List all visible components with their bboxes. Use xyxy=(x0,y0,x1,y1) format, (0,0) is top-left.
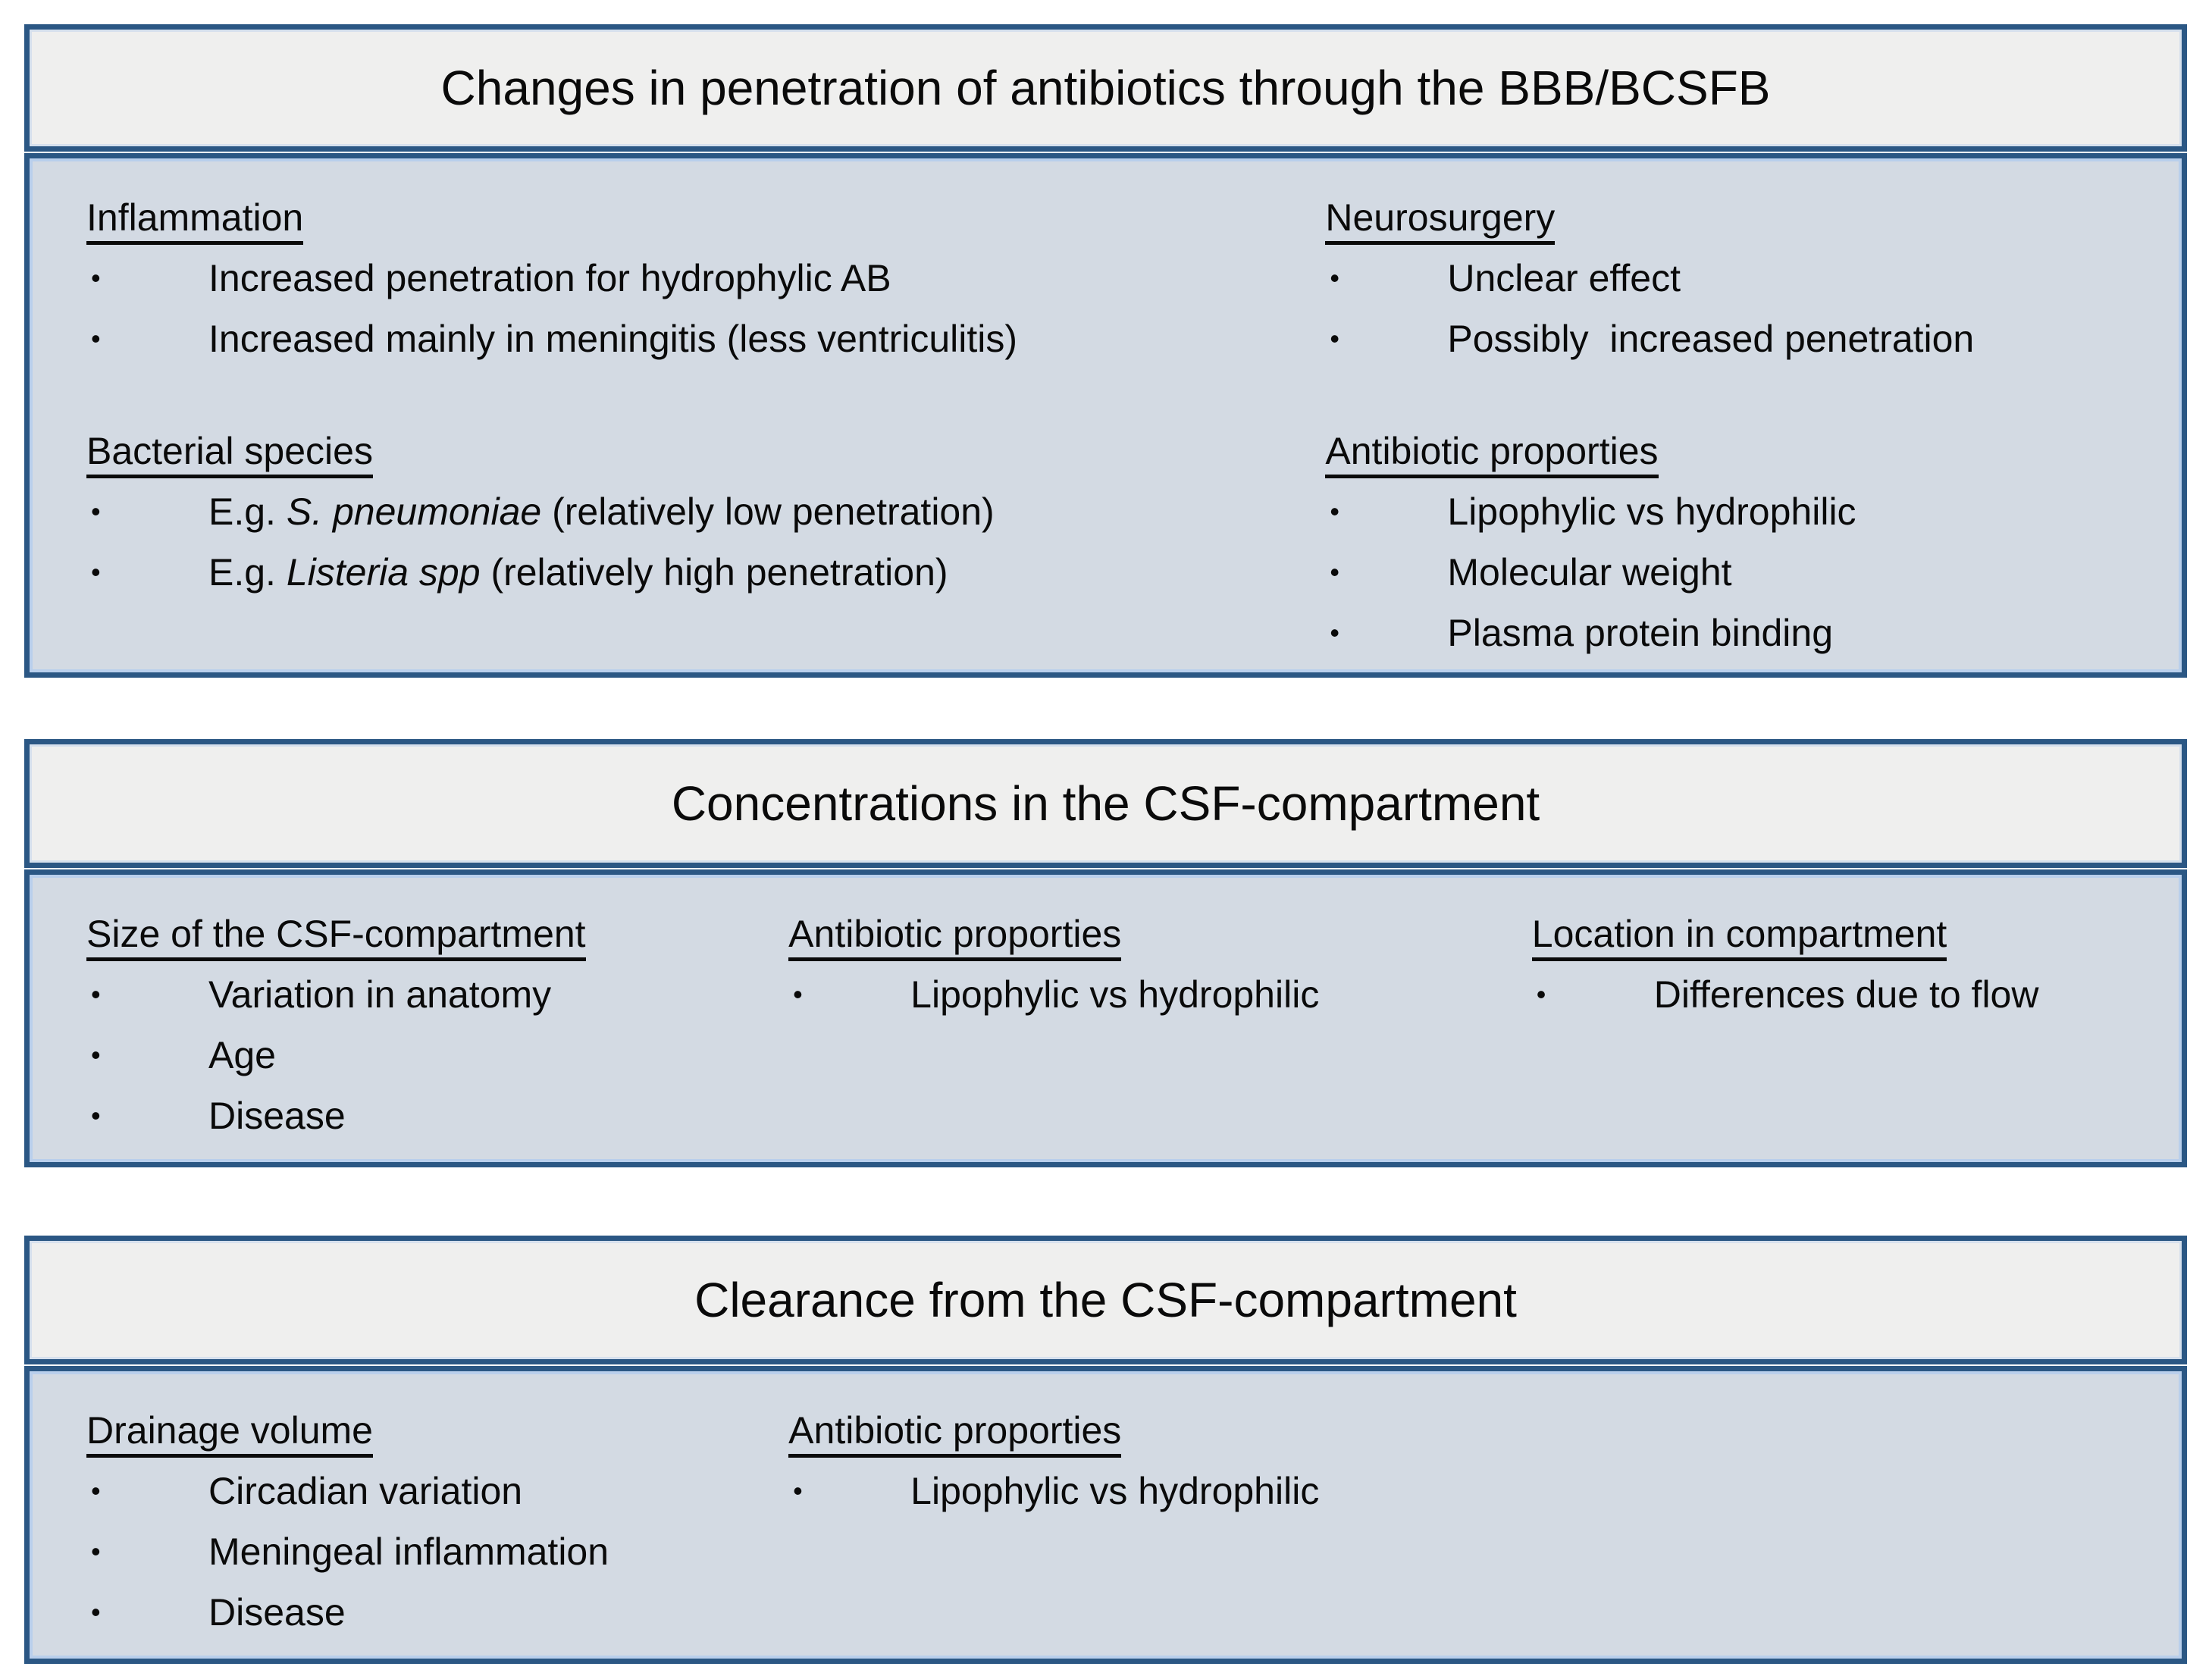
list-item: • Unclear effect xyxy=(1325,248,2136,309)
section-heading: Location in compartment xyxy=(1531,904,2136,964)
section-bacterial-species: Bacterial species • E.g. S. pneumoniae (… xyxy=(86,421,1310,603)
section-heading: Size of the CSF-compartment xyxy=(86,904,773,964)
section-neurosurgery: Neurosurgery • Unclear effect • Possibly… xyxy=(1325,187,2136,369)
list-item-text: Unclear effect xyxy=(1447,257,1681,299)
bullet-marker: • xyxy=(91,323,101,354)
bullet-marker: • xyxy=(91,979,101,1010)
bullet-marker: • xyxy=(1330,262,1339,293)
section-antibiotic-properties: Antibiotic proporties • Lipophylic vs hy… xyxy=(788,904,1517,1025)
list-item: • Variation in anatomy xyxy=(86,964,773,1025)
panel-title: Concentrations in the CSF-compartment xyxy=(671,776,1540,831)
panel-body: Inflammation • Increased penetration for… xyxy=(24,153,2187,678)
list-item-text: Lipophylic vs hydrophilic xyxy=(1447,490,1856,533)
bullet-marker: • xyxy=(1536,979,1546,1010)
bullet-marker: • xyxy=(91,1475,101,1506)
list-item-text: E.g. Listeria spp (relatively high penet… xyxy=(208,551,948,594)
list-item: • E.g. S. pneumoniae (relatively low pen… xyxy=(86,481,1310,542)
panel-title-bar: Clearance from the CSF-compartment xyxy=(24,1236,2187,1364)
section-location: Location in compartment • Differences du… xyxy=(1531,904,2136,1025)
section-heading: Neurosurgery xyxy=(1325,187,2136,248)
bullet-marker: • xyxy=(793,1475,803,1506)
list-item: • Disease xyxy=(86,1085,773,1146)
species-name-italic: Listeria spp xyxy=(286,551,481,594)
list-item-text: Differences due to flow xyxy=(1653,973,2039,1016)
bullet-marker: • xyxy=(1330,556,1339,587)
bullet-marker: • xyxy=(91,1536,101,1567)
list-item-text: Disease xyxy=(208,1591,346,1634)
bullet-marker: • xyxy=(1330,617,1339,648)
column-location: Location in compartment • Differences du… xyxy=(1531,904,2151,1153)
column-size: Size of the CSF-compartment • Variation … xyxy=(86,904,788,1153)
panel-body: Size of the CSF-compartment • Variation … xyxy=(24,869,2187,1167)
list-item-text: Disease xyxy=(208,1095,346,1137)
panel-gap xyxy=(24,1167,2187,1236)
list-item: • Possibly increased penetration xyxy=(1325,309,2136,369)
bullet-marker: • xyxy=(91,1100,101,1131)
list-item: • E.g. Listeria spp (relatively high pen… xyxy=(86,542,1310,603)
section-heading: Antibiotic proporties xyxy=(788,904,1517,964)
column-right: Neurosurgery • Unclear effect • Possibly… xyxy=(1325,187,2151,663)
section-heading: Antibiotic proporties xyxy=(1325,421,2136,481)
bullet-marker: • xyxy=(1330,496,1339,527)
bullet-marker: • xyxy=(91,1596,101,1627)
panel-title: Changes in penetration of antibiotics th… xyxy=(440,61,1771,115)
panel-title: Clearance from the CSF-compartment xyxy=(694,1273,1517,1327)
column-drainage: Drainage volume • Circadian variation • … xyxy=(86,1400,788,1649)
list-item: • Circadian variation xyxy=(86,1461,773,1521)
list-item: • Lipophylic vs hydrophilic xyxy=(788,964,1517,1025)
bullet-marker: • xyxy=(1330,323,1339,354)
list-item-text: Molecular weight xyxy=(1447,551,1732,594)
list-item: • Lipophylic vs hydrophilic xyxy=(788,1461,2136,1521)
bullet-marker: • xyxy=(91,556,101,587)
list-item: • Lipophylic vs hydrophilic xyxy=(1325,481,2136,542)
section-heading: Antibiotic proporties xyxy=(788,1400,2136,1461)
list-item-text: Lipophylic vs hydrophilic xyxy=(910,973,1320,1016)
list-item-text: Lipophylic vs hydrophilic xyxy=(910,1470,1320,1512)
section-heading: Bacterial species xyxy=(86,421,1310,481)
panel-bbb-penetration: Changes in penetration of antibiotics th… xyxy=(24,24,2187,678)
list-item-text: Variation in anatomy xyxy=(208,973,552,1016)
list-item-text: Possibly increased penetration xyxy=(1447,318,1975,360)
list-item-text: Increased penetration for hydrophylic AB xyxy=(208,257,891,299)
list-item-text: Meningeal inflammation xyxy=(208,1530,609,1573)
section-antibiotic-properties: Antibiotic proporties • Lipophylic vs hy… xyxy=(788,1400,2136,1521)
list-item-text: Age xyxy=(208,1034,276,1076)
bullet-marker: • xyxy=(91,1039,101,1070)
list-item-text: Increased mainly in meningitis (less ven… xyxy=(208,318,1018,360)
list-item: • Meningeal inflammation xyxy=(86,1521,773,1582)
section-heading: Inflammation xyxy=(86,187,1310,248)
bullet-marker: • xyxy=(91,496,101,527)
list-item: • Differences due to flow xyxy=(1532,964,2136,1025)
list-item: • Age xyxy=(86,1025,773,1085)
panel-title-bar: Changes in penetration of antibiotics th… xyxy=(24,24,2187,152)
section-heading: Drainage volume xyxy=(86,1400,773,1461)
column-left: Inflammation • Increased penetration for… xyxy=(86,187,1325,663)
species-name-italic: S. pneumoniae xyxy=(286,490,542,533)
bullet-marker: • xyxy=(793,979,803,1010)
section-antibiotic-properties: Antibiotic proporties • Lipophylic vs hy… xyxy=(1325,421,2136,663)
section-inflammation: Inflammation • Increased penetration for… xyxy=(86,187,1310,369)
column-antibiotic: Antibiotic proporties • Lipophylic vs hy… xyxy=(788,1400,2151,1649)
panel-gap xyxy=(24,678,2187,739)
list-item: • Molecular weight xyxy=(1325,542,2136,603)
section-size-csf: Size of the CSF-compartment • Variation … xyxy=(86,904,773,1146)
list-item-text: E.g. S. pneumoniae (relatively low penet… xyxy=(208,490,995,533)
panel-csf-concentrations: Concentrations in the CSF-compartment Si… xyxy=(24,739,2187,1167)
panel-csf-clearance: Clearance from the CSF-compartment Drain… xyxy=(24,1236,2187,1664)
list-item-text: Plasma protein binding xyxy=(1447,612,1834,654)
list-item: • Increased penetration for hydrophylic … xyxy=(86,248,1310,309)
panel-body: Drainage volume • Circadian variation • … xyxy=(24,1366,2187,1664)
bullet-marker: • xyxy=(91,262,101,293)
list-item: • Plasma protein binding xyxy=(1325,603,2136,663)
list-item: • Disease xyxy=(86,1582,773,1643)
section-drainage-volume: Drainage volume • Circadian variation • … xyxy=(86,1400,773,1643)
panel-title-bar: Concentrations in the CSF-compartment xyxy=(24,739,2187,868)
column-antibiotic: Antibiotic proporties • Lipophylic vs hy… xyxy=(788,904,1532,1153)
list-item: • Increased mainly in meningitis (less v… xyxy=(86,309,1310,369)
list-item-text: Circadian variation xyxy=(208,1470,523,1512)
